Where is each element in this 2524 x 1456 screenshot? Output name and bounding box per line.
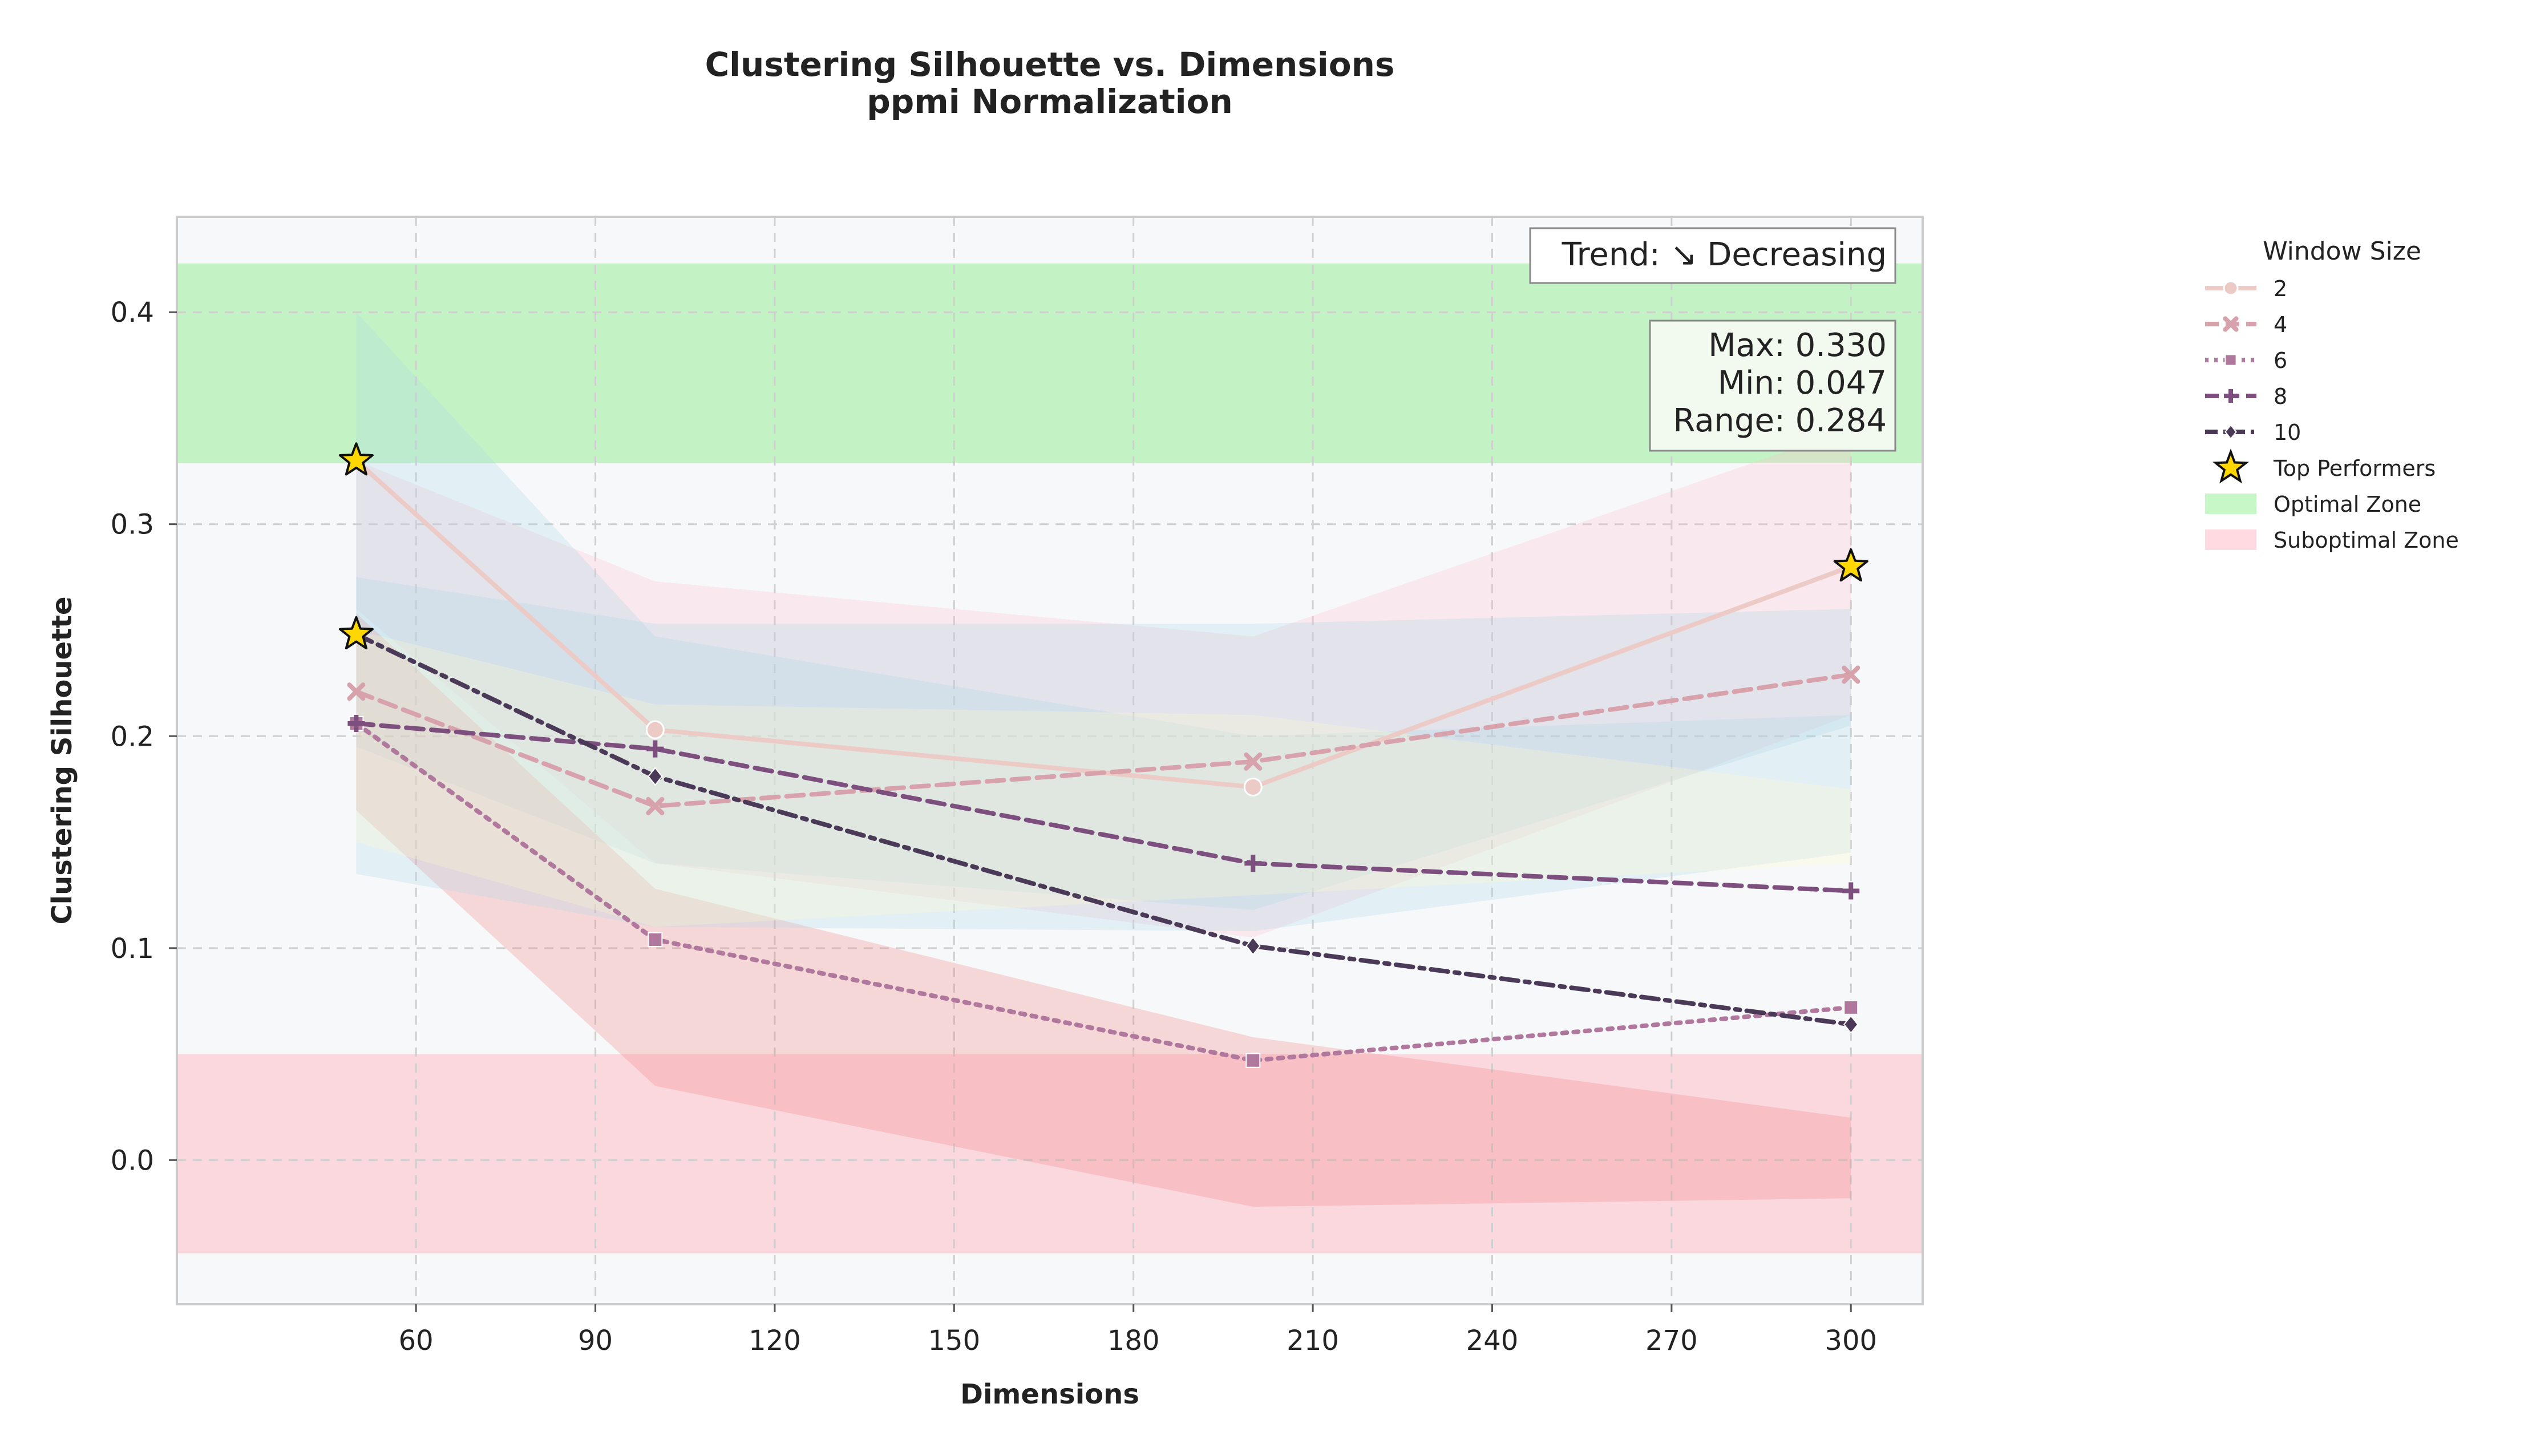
top-performer-star bbox=[338, 442, 374, 476]
data-point-8 bbox=[1842, 882, 1860, 900]
data-point-6 bbox=[1843, 1000, 1859, 1015]
legend-label-2: 2 bbox=[2274, 276, 2287, 301]
x-tick-label: 120 bbox=[749, 1325, 801, 1357]
y-tick-label: 0.4 bbox=[111, 297, 154, 329]
x-tick-label: 60 bbox=[399, 1325, 434, 1357]
stars-layer bbox=[338, 442, 1868, 650]
confidence-band-6 bbox=[356, 613, 1851, 1207]
data-point-10 bbox=[648, 767, 663, 786]
stats-range: Range: 0.284 bbox=[1673, 402, 1887, 439]
top-performer-star bbox=[338, 616, 374, 650]
y-tick-label: 0.1 bbox=[111, 933, 154, 965]
data-point-10 bbox=[1245, 936, 1261, 956]
confidence-band-10 bbox=[356, 630, 1851, 927]
x-tick-label: 90 bbox=[578, 1325, 613, 1357]
legend-marker-4 bbox=[2223, 316, 2239, 332]
legend-marker-6 bbox=[2224, 354, 2237, 366]
data-point-8 bbox=[347, 714, 365, 732]
data-point-4 bbox=[1842, 665, 1860, 684]
series-line-10 bbox=[354, 632, 1854, 1027]
legend-label-4: 4 bbox=[2274, 312, 2287, 337]
data-point-2 bbox=[1243, 777, 1263, 796]
x-tick-label: 240 bbox=[1466, 1325, 1519, 1357]
legend-marker-8 bbox=[2224, 389, 2238, 403]
y-axis-label: Clustering Silhouette bbox=[46, 596, 78, 924]
suboptimal-zone bbox=[177, 1054, 1923, 1253]
legend-label-6: 6 bbox=[2274, 348, 2287, 373]
series-line-2 bbox=[354, 458, 1854, 790]
trend-annotation-box bbox=[1529, 227, 1896, 284]
data-point-6 bbox=[1245, 1053, 1261, 1068]
confidence-band-8 bbox=[356, 312, 1851, 932]
legend-swatch-optimal bbox=[2205, 494, 2256, 514]
x-tick-label: 150 bbox=[928, 1325, 981, 1357]
legend-marker-2 bbox=[2223, 280, 2239, 296]
stats-annotation-box bbox=[1649, 319, 1896, 452]
data-point-8 bbox=[1244, 855, 1262, 872]
legend-title: Window Size bbox=[2263, 237, 2421, 266]
data-point-4 bbox=[1244, 752, 1263, 771]
series-line-8 bbox=[354, 721, 1854, 893]
legend-swatch-suboptimal bbox=[2205, 529, 2256, 550]
legend-label-optimal-zone: Optimal Zone bbox=[2274, 492, 2421, 517]
data-point-10 bbox=[1843, 1014, 1859, 1034]
stats-min: Min: 0.047 bbox=[1718, 365, 1887, 402]
legend-label-suboptimal-zone: Suboptimal Zone bbox=[2274, 528, 2459, 553]
y-tick-label: 0.3 bbox=[111, 509, 154, 541]
x-axis-label: Dimensions bbox=[960, 1378, 1139, 1410]
legend-label-8: 8 bbox=[2274, 384, 2287, 409]
lines-layer bbox=[354, 458, 1854, 1063]
chart-title: Clustering Silhouette vs. Dimensions bbox=[705, 45, 1395, 84]
chart-subtitle: ppmi Normalization bbox=[867, 82, 1233, 121]
confidence-band-2 bbox=[356, 428, 1851, 938]
top-performer-star bbox=[1833, 548, 1868, 582]
y-tick-label: 0.2 bbox=[111, 721, 154, 753]
x-tick-label: 270 bbox=[1645, 1325, 1698, 1357]
legend-marker-10 bbox=[2224, 424, 2237, 440]
data-point-8 bbox=[646, 740, 664, 758]
legend-label-10: 10 bbox=[2274, 420, 2301, 445]
y-ticks: 0.0 0.1 0.2 0.3 0.4 bbox=[111, 297, 177, 1176]
series-line-6 bbox=[354, 721, 1854, 1063]
x-ticks: 60 90 120 150 180 210 240 270 300 bbox=[399, 1304, 1877, 1357]
y-tick-label: 0.0 bbox=[111, 1144, 154, 1176]
plot-frame bbox=[176, 216, 1924, 1305]
data-point-6 bbox=[648, 932, 663, 947]
trend-annotation: Trend: ↘ Decreasing bbox=[1562, 236, 1887, 273]
legend: Window Size 2 4 6 8 10 Top Performers Optimal … bbox=[2205, 237, 2459, 553]
legend-star-icon bbox=[2212, 448, 2250, 484]
optimal-zone bbox=[177, 263, 1923, 463]
legend-label-top-performers: Top Performers bbox=[2273, 456, 2436, 481]
confidence-band-4 bbox=[356, 577, 1851, 910]
x-tick-label: 180 bbox=[1107, 1325, 1160, 1357]
data-point-2 bbox=[645, 720, 665, 739]
data-point-4 bbox=[347, 682, 366, 701]
series-line-4 bbox=[354, 672, 1854, 808]
zones-layer bbox=[177, 263, 1923, 1253]
bands-layer bbox=[356, 312, 1851, 1207]
x-tick-label: 300 bbox=[1825, 1325, 1877, 1357]
stats-max: Max: 0.330 bbox=[1708, 327, 1887, 364]
x-tick-label: 210 bbox=[1287, 1325, 1339, 1357]
data-point-4 bbox=[646, 796, 665, 815]
